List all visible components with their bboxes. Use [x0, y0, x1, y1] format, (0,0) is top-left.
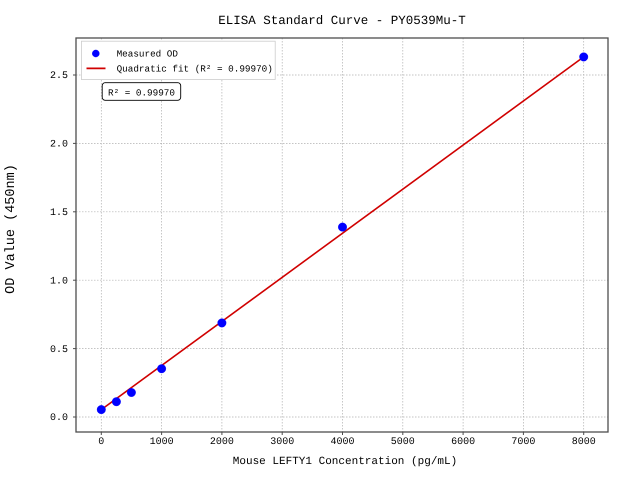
svg-text:OD Value (450nm): OD Value (450nm)	[4, 164, 19, 294]
svg-text:2.5: 2.5	[50, 71, 68, 82]
svg-text:1000: 1000	[150, 437, 174, 448]
svg-text:2000: 2000	[210, 437, 234, 448]
svg-text:5000: 5000	[391, 437, 415, 448]
svg-text:7000: 7000	[511, 437, 535, 448]
svg-text:3000: 3000	[270, 437, 294, 448]
svg-text:0.5: 0.5	[50, 345, 68, 356]
svg-text:1.0: 1.0	[50, 276, 68, 287]
svg-text:0.0: 0.0	[50, 413, 68, 424]
svg-text:Quadratic fit (R² = 0.99970): Quadratic fit (R² = 0.99970)	[117, 63, 273, 74]
svg-text:2.0: 2.0	[50, 140, 68, 151]
svg-text:6000: 6000	[451, 437, 475, 448]
svg-text:4000: 4000	[330, 437, 354, 448]
svg-text:8000: 8000	[572, 437, 596, 448]
svg-text:ELISA Standard Curve - PY0539M: ELISA Standard Curve - PY0539Mu-T	[218, 14, 466, 28]
svg-text:1.5: 1.5	[50, 208, 68, 219]
svg-text:Measured OD: Measured OD	[117, 49, 179, 60]
svg-text:R² = 0.99970: R² = 0.99970	[108, 88, 175, 99]
svg-text:Mouse LEFTY1 Concentration (pg: Mouse LEFTY1 Concentration (pg/mL)	[233, 456, 457, 468]
svg-text:0: 0	[98, 437, 104, 448]
